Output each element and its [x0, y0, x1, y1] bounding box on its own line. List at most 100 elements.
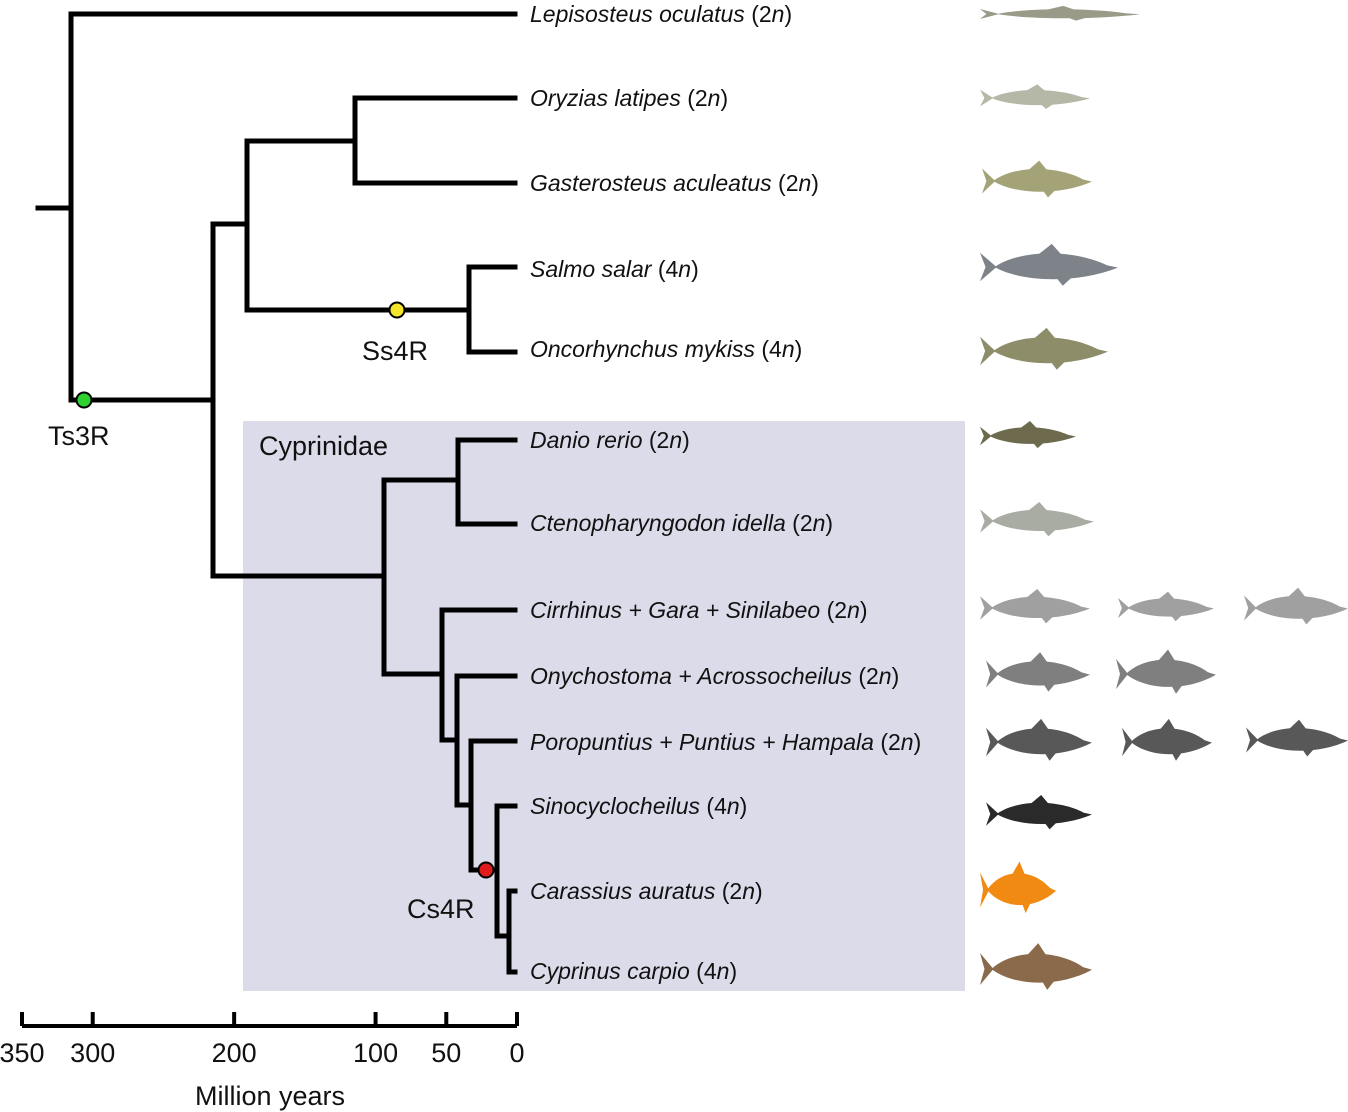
taxon-label: Carassius auratus (2n): [530, 878, 763, 904]
taxon-label: Salmo salar (4n): [530, 256, 699, 282]
taxon-label-part: (2: [643, 427, 670, 453]
taxon-labels: Lepisosteus oculatus (2n)Oryzias latipes…: [530, 1, 921, 984]
taxon-label-part: (4: [690, 958, 717, 984]
taxon-label-part: n: [727, 793, 740, 819]
taxon-label-part: n: [847, 597, 860, 623]
taxon-label-part: (2: [772, 170, 799, 196]
cyprinidae-clade-box: [243, 421, 965, 991]
taxon-label-part: (2: [874, 729, 901, 755]
taxon-label-part: Poropuntius + Puntius + Hampala: [530, 729, 874, 755]
fish-silhouette-icon: [1244, 587, 1348, 625]
fish-icons: [980, 5, 1348, 990]
taxon-label-part: n: [879, 663, 892, 689]
taxon-label: Danio rerio (2n): [530, 427, 690, 453]
fish-silhouette-icon: [1246, 719, 1348, 757]
taxon-label: Ctenopharyngodon idella (2n): [530, 510, 833, 536]
taxon-label-part: (4: [755, 336, 782, 362]
ss4r-event-label: Ss4R: [362, 336, 428, 366]
taxon-label-part: ): [682, 427, 690, 453]
taxon-label-part: ): [795, 336, 803, 362]
taxon-label-part: n: [708, 85, 721, 111]
zebrafish-icon: [980, 421, 1076, 449]
taxon-label-part: n: [798, 170, 811, 196]
taxon-label-part: (4: [651, 256, 678, 282]
taxon-label: Sinocyclocheilus (4n): [530, 793, 747, 819]
axis-title: Million years: [195, 1081, 345, 1111]
axis-tick-label: 350: [0, 1038, 45, 1068]
taxon-label: Oncorhynchus mykiss (4n): [530, 336, 802, 362]
taxon-label-part: n: [678, 256, 691, 282]
axis-tick-label: 200: [212, 1038, 257, 1068]
taxon-label-part: (2: [681, 85, 708, 111]
taxon-label: Oryzias latipes (2n): [530, 85, 728, 111]
cs4r-event-label: Cs4R: [407, 894, 475, 924]
branch-carassius-cyprinus: [506, 888, 518, 975]
axis-tick-label: 300: [70, 1038, 115, 1068]
cyprinidae-clade-label: Cyprinidae: [259, 431, 388, 461]
taxon-label: Lepisosteus oculatus (2n): [530, 1, 792, 27]
lepisosteus-branch: [68, 11, 518, 403]
taxon-label-part: (2: [820, 597, 847, 623]
rainbow-trout-icon: [980, 327, 1108, 370]
taxon-label-part: Onychostoma + Acrossocheilus: [530, 663, 852, 689]
taxon-label-part: Lepisosteus oculatus: [530, 1, 745, 27]
fish-silhouette-icon: [980, 588, 1090, 624]
axis-tick-label: 0: [509, 1038, 524, 1068]
axis-tick-label: 50: [431, 1038, 461, 1068]
fish-silhouette-icon: [1116, 649, 1216, 694]
taxon-label-part: n: [782, 336, 795, 362]
branch-medaka-stickleback: [244, 95, 518, 186]
stickleback-icon: [982, 160, 1092, 198]
taxon-label: Gasterosteus aculeatus (2n): [530, 170, 819, 196]
ss4r-event-marker: [388, 301, 406, 319]
common-carp-icon: [980, 943, 1092, 990]
taxon-label: Onychostoma + Acrossocheilus (2n): [530, 663, 899, 689]
taxon-label-part: (2: [852, 663, 879, 689]
taxon-label-part: Sinocyclocheilus: [530, 793, 701, 819]
medaka-icon: [980, 84, 1090, 109]
fish-silhouette-icon: [1122, 718, 1212, 761]
taxon-label-part: Oryzias latipes: [530, 85, 681, 111]
taxon-label-part: n: [901, 729, 914, 755]
taxon-label-part: ): [720, 85, 728, 111]
taxon-label-part: (2: [786, 510, 813, 536]
taxon-label-part: Cirrhinus + Gara + Sinilabeo: [530, 597, 820, 623]
taxon-label-part: ): [811, 170, 819, 196]
taxon-label-part: ): [784, 1, 792, 27]
ts3r-event-label: Ts3R: [48, 421, 110, 451]
branch-salmonids: [244, 264, 518, 355]
taxon-label-part: n: [813, 510, 826, 536]
axis-tick-label: 100: [353, 1038, 398, 1068]
taxon-label-part: Oncorhynchus mykiss: [530, 336, 755, 362]
taxon-label-part: n: [717, 958, 730, 984]
taxon-label-part: Gasterosteus aculeatus: [530, 170, 772, 196]
branch-barbins: [381, 607, 518, 743]
ts3r-event-marker: [75, 391, 93, 409]
taxon-label-part: Danio rerio: [530, 427, 643, 453]
goldfish-icon: [980, 861, 1056, 914]
taxon-label-part: (2: [745, 1, 772, 27]
time-axis: 350 300 200 100 50 0 Million years: [0, 1012, 525, 1111]
taxon-label-part: ): [740, 793, 748, 819]
taxon-label-part: ): [892, 663, 900, 689]
taxon-label-part: ): [691, 256, 699, 282]
taxon-label-part: ): [729, 958, 737, 984]
taxon-label-part: Salmo salar: [530, 256, 653, 282]
taxon-label-part: (4: [700, 793, 727, 819]
taxon-label-part: ): [755, 878, 763, 904]
fish-silhouette-icon: [1118, 591, 1214, 622]
taxon-label-part: Carassius auratus: [530, 878, 716, 904]
taxon-label-part: Ctenopharyngodon idella: [530, 510, 786, 536]
fish-silhouette-icon: [986, 652, 1090, 692]
branch-cyprinidae: [210, 477, 387, 677]
taxon-label-part: n: [669, 427, 682, 453]
taxon-label-part: ): [914, 729, 922, 755]
taxon-label: Poropuntius + Puntius + Hampala (2n): [530, 729, 921, 755]
spotted-gar-icon: [980, 5, 1140, 21]
atlantic-salmon-icon: [980, 243, 1118, 286]
taxon-label: Cyprinus carpio (4n): [530, 958, 737, 984]
taxon-label-part: Cyprinus carpio: [530, 958, 690, 984]
branch-danio-ctenopharyngodon: [381, 437, 518, 527]
taxon-label: Cirrhinus + Gara + Sinilabeo (2n): [530, 597, 868, 623]
